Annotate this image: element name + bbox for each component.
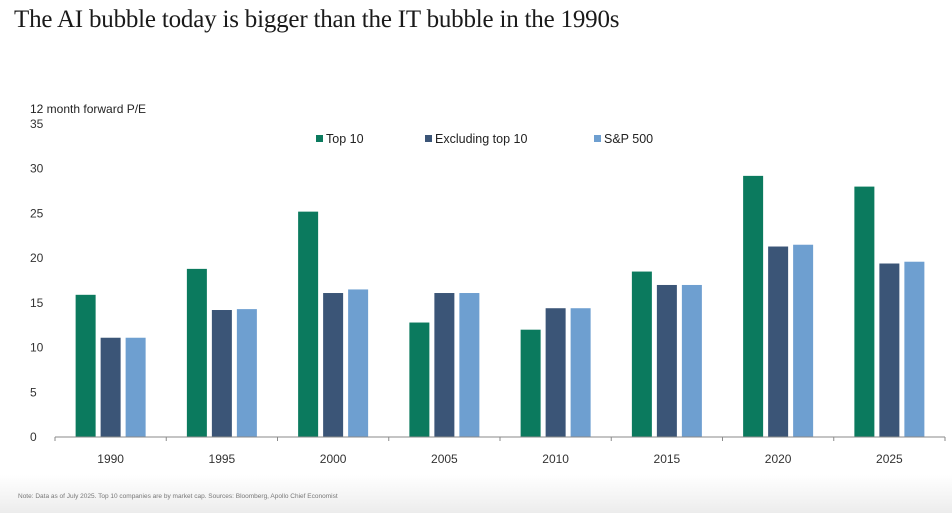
bar-top-10-1995 [186, 268, 207, 437]
x-axis [54, 436, 946, 441]
chart-title: The AI bubble today is bigger than the I… [14, 6, 620, 33]
bar-excluding-top-10-1995 [211, 310, 232, 437]
bar-top-10-2005 [409, 322, 430, 437]
y-tick-label: 30 [30, 162, 44, 176]
y-tick-label: 5 [30, 385, 37, 399]
x-tick-label: 2020 [765, 452, 792, 466]
bar-excluding-top-10-2020 [768, 246, 789, 437]
legend-label: Top 10 [326, 132, 364, 146]
footnote: Note: Data as of July 2025. Top 10 compa… [18, 493, 338, 500]
bar-excluding-top-10-2005 [434, 293, 455, 437]
x-tick-label: 2025 [876, 452, 903, 466]
x-tick-label: 2010 [542, 452, 569, 466]
bars [75, 175, 925, 437]
bar-excluding-top-10-2010 [545, 308, 566, 437]
bar-s-p-500-2015 [681, 284, 702, 437]
y-tick-label: 25 [30, 206, 44, 220]
bar-s-p-500-2020 [793, 244, 814, 437]
y-tick-label: 20 [30, 251, 44, 265]
bar-excluding-top-10-2025 [879, 263, 900, 437]
footer-band [0, 475, 952, 513]
x-tick-label: 2015 [654, 452, 681, 466]
x-tick-label: 2000 [320, 452, 347, 466]
x-tick-label: 2005 [431, 452, 458, 466]
y-tick-label: 35 [30, 117, 44, 131]
bar-top-10-2015 [631, 271, 652, 437]
bar-excluding-top-10-2000 [323, 293, 344, 437]
bar-top-10-2020 [743, 175, 764, 437]
bar-s-p-500-2025 [904, 261, 925, 437]
legend: Top 10 Excluding top 10 S&P 500 [316, 132, 653, 146]
x-tick-label: 1995 [209, 452, 236, 466]
legend-label: S&P 500 [604, 132, 653, 146]
bar-top-10-2025 [854, 186, 875, 437]
bar-top-10-2000 [298, 211, 319, 437]
y-axis-label: 12 month forward P/E [30, 102, 147, 116]
bar-s-p-500-2000 [348, 289, 369, 437]
x-tick-label: 1990 [97, 452, 124, 466]
x-axis-tick-labels: 1990 1995 2000 2005 2010 2015 2020 2025 [97, 452, 903, 466]
y-tick-label: 10 [30, 341, 44, 355]
legend-label: Excluding top 10 [435, 132, 527, 146]
bar-s-p-500-1995 [236, 309, 257, 437]
legend-swatch-top-10 [316, 135, 323, 142]
legend-swatch-excluding-top-10 [425, 135, 432, 142]
y-tick-label: 0 [30, 430, 37, 444]
legend-swatch-s-p-500 [594, 135, 601, 142]
bar-s-p-500-1990 [125, 337, 146, 437]
y-axis-ticks: 0 5 10 15 20 25 30 35 [30, 117, 44, 444]
bar-excluding-top-10-1990 [100, 337, 121, 437]
bar-s-p-500-2005 [459, 293, 480, 437]
bar-top-10-1990 [75, 294, 96, 437]
bar-top-10-2010 [520, 329, 541, 437]
bar-s-p-500-2010 [570, 308, 591, 437]
y-tick-label: 15 [30, 296, 44, 310]
bar-excluding-top-10-2015 [656, 284, 677, 437]
